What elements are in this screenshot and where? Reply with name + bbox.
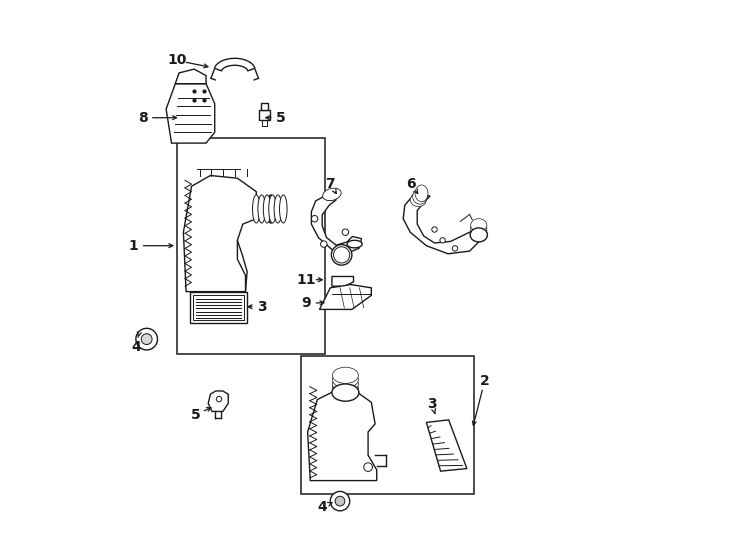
Polygon shape: [184, 176, 256, 292]
Ellipse shape: [274, 195, 282, 223]
Text: 4: 4: [131, 340, 141, 354]
Circle shape: [364, 463, 372, 471]
Ellipse shape: [252, 195, 260, 223]
Ellipse shape: [412, 193, 425, 204]
Bar: [177, 138, 325, 354]
Polygon shape: [214, 58, 255, 71]
Ellipse shape: [333, 367, 358, 383]
Text: 2: 2: [480, 374, 490, 388]
Bar: [259, 110, 270, 120]
Circle shape: [217, 396, 222, 402]
Polygon shape: [311, 194, 362, 253]
Ellipse shape: [332, 384, 359, 401]
Text: 5: 5: [276, 111, 286, 125]
Text: 6: 6: [407, 177, 416, 191]
Ellipse shape: [333, 247, 349, 263]
Circle shape: [311, 215, 318, 222]
Ellipse shape: [333, 372, 358, 388]
Ellipse shape: [324, 191, 339, 200]
Ellipse shape: [333, 376, 358, 392]
Polygon shape: [175, 69, 206, 84]
Bar: [301, 356, 474, 494]
Ellipse shape: [415, 185, 428, 202]
Ellipse shape: [264, 195, 271, 223]
Ellipse shape: [323, 188, 341, 201]
Text: 8: 8: [138, 111, 148, 125]
Polygon shape: [403, 194, 480, 254]
Polygon shape: [319, 285, 371, 309]
Ellipse shape: [258, 195, 266, 223]
Text: 1: 1: [129, 239, 139, 253]
Bar: [261, 103, 268, 110]
Ellipse shape: [470, 222, 487, 235]
Ellipse shape: [410, 193, 426, 207]
Ellipse shape: [413, 189, 427, 204]
Polygon shape: [426, 420, 467, 471]
Text: 3: 3: [257, 300, 266, 314]
Ellipse shape: [470, 219, 487, 232]
Text: 5: 5: [190, 408, 200, 422]
Ellipse shape: [333, 380, 358, 396]
Circle shape: [321, 241, 327, 247]
Circle shape: [342, 229, 349, 235]
Bar: [190, 292, 247, 323]
Ellipse shape: [280, 195, 287, 223]
Text: 10: 10: [167, 53, 186, 68]
Circle shape: [141, 334, 152, 345]
Polygon shape: [208, 391, 228, 411]
Circle shape: [330, 491, 349, 511]
Text: 7: 7: [325, 177, 335, 191]
Text: 3: 3: [427, 397, 437, 411]
Ellipse shape: [333, 384, 358, 401]
Circle shape: [136, 328, 158, 350]
Circle shape: [432, 227, 437, 232]
Ellipse shape: [470, 228, 487, 242]
Polygon shape: [332, 276, 354, 293]
Circle shape: [452, 246, 458, 251]
Polygon shape: [166, 84, 215, 143]
Circle shape: [440, 238, 446, 243]
Circle shape: [335, 496, 345, 506]
Text: 4: 4: [318, 500, 327, 514]
Polygon shape: [308, 390, 377, 481]
Text: 11: 11: [297, 273, 316, 287]
Ellipse shape: [331, 245, 352, 265]
Text: 9: 9: [302, 296, 311, 310]
Ellipse shape: [470, 228, 487, 241]
Ellipse shape: [269, 195, 276, 223]
Ellipse shape: [347, 240, 362, 248]
Bar: [193, 295, 244, 320]
Ellipse shape: [267, 195, 275, 223]
Ellipse shape: [470, 225, 487, 238]
